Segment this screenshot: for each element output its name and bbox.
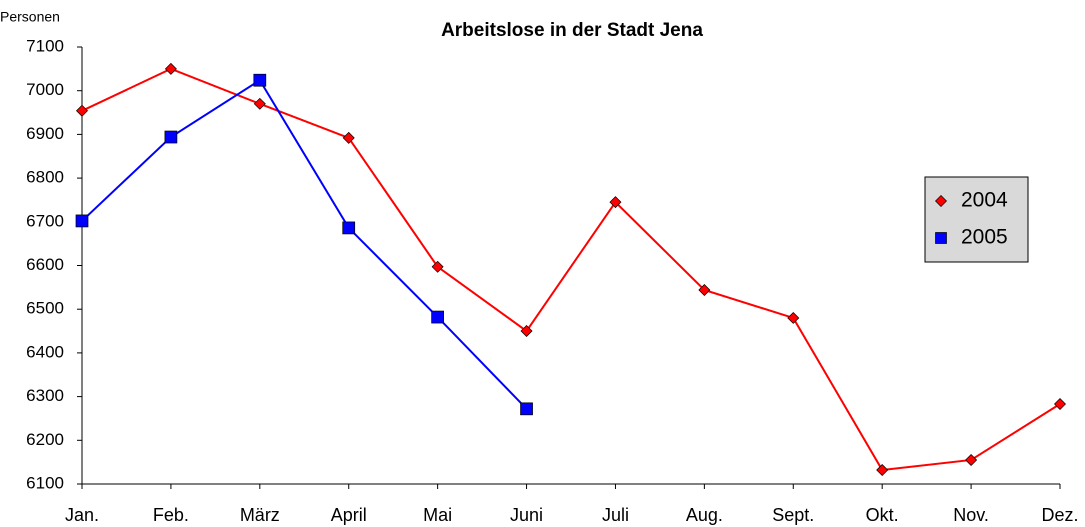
marker (76, 104, 88, 117)
y-tick-label: 6700 (26, 211, 64, 230)
marker (253, 73, 267, 87)
y-tick-label: 6300 (26, 386, 64, 405)
marker (253, 97, 266, 110)
x-tick-label: Juni (510, 505, 543, 525)
marker (787, 311, 800, 324)
x-tick-label: Aug. (686, 505, 723, 525)
marker (965, 453, 978, 466)
marker (935, 195, 947, 207)
chart-title: Arbeitslose in der Stadt Jena (441, 20, 703, 41)
marker (876, 464, 889, 477)
marker (698, 283, 711, 296)
x-tick-label: Sept. (772, 505, 814, 525)
y-tick-label: 6400 (26, 342, 64, 361)
y-tick-label: 6900 (26, 124, 64, 143)
y-tick-label: 6500 (26, 299, 64, 318)
marker (75, 214, 89, 228)
y-tick-label: 6100 (26, 473, 64, 492)
x-tick-label: Feb. (153, 505, 189, 525)
x-tick-label: Jan. (65, 505, 99, 525)
x-tick-label: Dez. (1041, 505, 1078, 525)
x-tick-label: Okt. (866, 505, 899, 525)
marker (520, 402, 533, 416)
legend-label: 2005 (961, 226, 1008, 249)
y-tick-label: 6200 (26, 430, 64, 449)
marker (431, 260, 444, 273)
marker (342, 221, 356, 235)
x-tick-label: März (240, 505, 280, 525)
marker (935, 232, 947, 244)
marker (164, 130, 178, 144)
marker (164, 62, 177, 75)
marker (342, 131, 355, 144)
y-axis-label: Personen (0, 9, 60, 25)
marker (1054, 398, 1066, 411)
x-tick-label: Juli (602, 505, 629, 525)
legend: 2004 2005 (924, 176, 1029, 263)
series-line (81, 78, 528, 410)
x-tick-label: April (331, 505, 367, 525)
x-tick-label: Nov. (953, 505, 989, 525)
y-tick-label: 6800 (26, 168, 64, 187)
marker (609, 196, 622, 209)
y-tick-label: 7100 (26, 36, 64, 55)
legend-label: 2004 (961, 189, 1008, 212)
marker (431, 310, 444, 324)
marker (520, 325, 533, 338)
series-line (81, 67, 1061, 472)
y-tick-label: 6600 (26, 255, 64, 274)
legend-box (924, 176, 1029, 263)
y-tick-label: 7000 (26, 80, 64, 99)
x-tick-label: Mai (423, 505, 452, 525)
